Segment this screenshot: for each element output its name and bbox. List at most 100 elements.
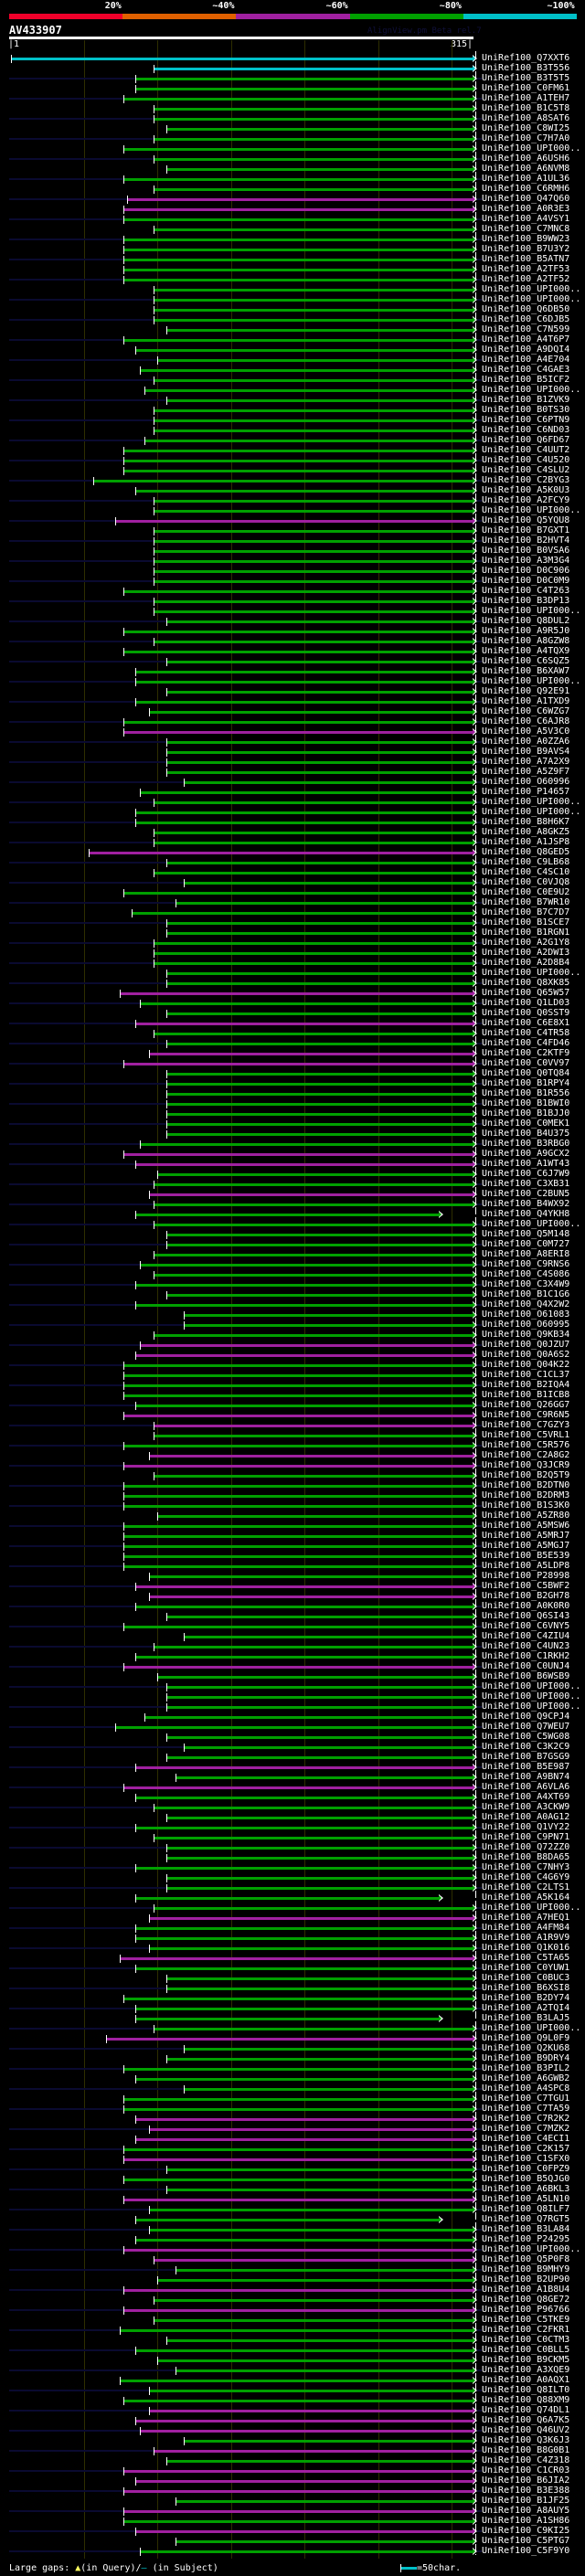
hit-label[interactable]: UniRef100_B6XSI8 — [482, 1983, 570, 1993]
hit-label[interactable]: UniRef100_C2K157 — [482, 2144, 570, 2154]
hit-label[interactable]: UniRef100_B6XAW7 — [482, 666, 570, 676]
hit-label[interactable]: UniRef100_B1C1G6 — [482, 1289, 570, 1299]
hit-label[interactable]: UniRef100_A5MRJ7 — [482, 1531, 570, 1541]
hit-label[interactable]: UniRef100_C7TGU1 — [482, 2094, 570, 2104]
hit-label[interactable]: UniRef100_C2BYG3 — [482, 475, 570, 485]
hit-label[interactable]: UniRef100_Q26GG7 — [482, 1400, 570, 1410]
hit-label[interactable]: UniRef100_Q47Q60 — [482, 194, 570, 204]
hit-label[interactable]: UniRef100_D0C0M9 — [482, 576, 570, 586]
hit-label[interactable]: UniRef100_C7NHY3 — [482, 1862, 570, 1872]
hit-label[interactable]: UniRef100_UPI000.. — [482, 807, 581, 817]
hit-label[interactable]: UniRef100_B2HVT4 — [482, 535, 570, 546]
hit-label[interactable]: UniRef100_B7GSG9 — [482, 1752, 570, 1762]
hit-label[interactable]: UniRef100_Q8ILF7 — [482, 2204, 570, 2214]
hit-label[interactable]: UniRef100_C5BWF2 — [482, 1581, 570, 1591]
hit-label[interactable]: UniRef100_D0C906 — [482, 566, 570, 576]
hit-label[interactable]: UniRef100_A8GKZ5 — [482, 827, 570, 837]
hit-label[interactable]: UniRef100_C4ECI1 — [482, 2134, 570, 2144]
hit-label[interactable]: UniRef100_C4T263 — [482, 586, 570, 596]
hit-label[interactable]: UniRef100_A0AQX1 — [482, 2375, 570, 2385]
hit-label[interactable]: UniRef100_B7GXT1 — [482, 525, 570, 535]
hit-label[interactable]: UniRef100_C1RKH2 — [482, 1651, 570, 1661]
hit-label[interactable]: UniRef100_C0CTM3 — [482, 2335, 570, 2345]
hit-label[interactable]: UniRef100_A8GZW8 — [482, 636, 570, 646]
hit-label[interactable]: UniRef100_Q7RGT5 — [482, 2214, 570, 2224]
hit-label[interactable]: UniRef100_B7WR10 — [482, 897, 570, 907]
hit-label[interactable]: UniRef100_Q2KU68 — [482, 2043, 570, 2053]
hit-label[interactable]: UniRef100_A1SH86 — [482, 2516, 570, 2526]
hit-label[interactable]: UniRef100_C9LB68 — [482, 857, 570, 867]
hit-label[interactable]: UniRef100_C7MNC8 — [482, 224, 570, 234]
hit-label[interactable]: UniRef100_B1R556 — [482, 1088, 570, 1098]
hit-label[interactable]: UniRef100_C4UUT2 — [482, 445, 570, 455]
hit-label[interactable]: UniRef100_B6JIA2 — [482, 2475, 570, 2486]
hit-label[interactable]: UniRef100_C7TA59 — [482, 2104, 570, 2114]
hit-label[interactable]: UniRef100_C4G6Y9 — [482, 1872, 570, 1882]
hit-label[interactable]: UniRef100_B9AVS4 — [482, 747, 570, 757]
hit-label[interactable]: UniRef100_C4TR58 — [482, 1028, 570, 1038]
hit-label[interactable]: UniRef100_Q9CPJ4 — [482, 1712, 570, 1722]
hit-label[interactable]: UniRef100_B1SCE7 — [482, 917, 570, 928]
hit-label[interactable]: UniRef100_A1TXD9 — [482, 696, 570, 706]
hit-label[interactable]: UniRef100_B9WW23 — [482, 234, 570, 244]
hit-label[interactable]: UniRef100_UPI000.. — [482, 606, 581, 616]
hit-label[interactable]: UniRef100_B2IQA4 — [482, 1380, 570, 1390]
hit-label[interactable]: UniRef100_O61083 — [482, 1309, 570, 1320]
hit-label[interactable]: UniRef100_A0R3E3 — [482, 204, 570, 214]
hit-label[interactable]: UniRef100_C2FKR1 — [482, 2325, 570, 2335]
hit-label[interactable]: UniRef100_Q8DUL2 — [482, 616, 570, 626]
hit-label[interactable]: UniRef100_O60995 — [482, 1320, 570, 1330]
hit-label[interactable]: UniRef100_Q1LD03 — [482, 998, 570, 1008]
hit-label[interactable]: UniRef100_A1TEH7 — [482, 93, 570, 103]
hit-label[interactable]: UniRef100_B1BWI0 — [482, 1098, 570, 1108]
hit-label[interactable]: UniRef100_A9R5J0 — [482, 626, 570, 636]
hit-label[interactable]: UniRef100_C5PTG7 — [482, 2536, 570, 2546]
hit-label[interactable]: UniRef100_A5Z9F7 — [482, 767, 570, 777]
hit-label[interactable]: UniRef100_UPI000.. — [482, 968, 581, 978]
hit-label[interactable]: UniRef100_UPI000.. — [482, 1681, 581, 1691]
hit-label[interactable]: UniRef100_A0K0R0 — [482, 1601, 570, 1611]
hit-label[interactable]: UniRef100_B8DA65 — [482, 1852, 570, 1862]
hit-label[interactable]: UniRef100_B1RGN1 — [482, 928, 570, 938]
hit-label[interactable]: UniRef100_C7MZK2 — [482, 2124, 570, 2134]
hit-label[interactable]: UniRef100_C0BUC3 — [482, 1973, 570, 1983]
hit-label[interactable]: UniRef100_P24295 — [482, 2234, 570, 2244]
hit-label[interactable]: UniRef100_B1BJJ0 — [482, 1108, 570, 1118]
hit-label[interactable]: UniRef100_C6PTN9 — [482, 415, 570, 425]
hit-label[interactable]: UniRef100_C3K2C9 — [482, 1742, 570, 1752]
hit-label[interactable]: UniRef100_Q65W57 — [482, 988, 570, 998]
hit-label[interactable]: UniRef100_B6WSB9 — [482, 1671, 570, 1681]
hit-label[interactable]: UniRef100_B5ATN7 — [482, 254, 570, 264]
hit-label[interactable]: UniRef100_C2LTS1 — [482, 1882, 570, 1892]
hit-label[interactable]: UniRef100_B2GH78 — [482, 1591, 570, 1601]
hit-label[interactable]: UniRef100_C3XB31 — [482, 1179, 570, 1189]
hit-label[interactable]: UniRef100_C4Z318 — [482, 2455, 570, 2465]
hit-label[interactable]: UniRef100_C9R6N5 — [482, 1410, 570, 1420]
hit-label[interactable]: UniRef100_UPI000.. — [482, 797, 581, 807]
hit-label[interactable]: UniRef100_Q6A7K5 — [482, 2415, 570, 2425]
hit-label[interactable]: UniRef100_C4SLU2 — [482, 465, 570, 475]
hit-label[interactable]: UniRef100_Q3JCR9 — [482, 1460, 570, 1470]
hit-label[interactable]: UniRef100_Q8XK85 — [482, 978, 570, 988]
hit-label[interactable]: UniRef100_B1ICB8 — [482, 1390, 570, 1400]
hit-label[interactable]: UniRef100_UPI000.. — [482, 1219, 581, 1229]
hit-label[interactable]: UniRef100_Q0SST9 — [482, 1008, 570, 1018]
hit-label[interactable]: UniRef100_UPI000.. — [482, 294, 581, 304]
hit-label[interactable]: UniRef100_B0VSA6 — [482, 546, 570, 556]
hit-label[interactable]: UniRef100_B5E539 — [482, 1551, 570, 1561]
hit-label[interactable]: UniRef100_B3LAJ5 — [482, 2013, 570, 2023]
hit-label[interactable]: UniRef100_Q5P0F8 — [482, 2254, 570, 2264]
hit-label[interactable]: UniRef100_P14657 — [482, 787, 570, 797]
hit-label[interactable]: UniRef100_Q04K22 — [482, 1360, 570, 1370]
hit-label[interactable]: UniRef100_A4FM84 — [482, 1923, 570, 1933]
hit-label[interactable]: UniRef100_C5F9Y0 — [482, 2546, 570, 2556]
hit-label[interactable]: UniRef100_Q5YQU8 — [482, 515, 570, 525]
hit-label[interactable]: UniRef100_B0TS30 — [482, 405, 570, 415]
hit-label[interactable]: UniRef100_Q74DL1 — [482, 2405, 570, 2415]
hit-label[interactable]: UniRef100_C6DJB5 — [482, 314, 570, 324]
hit-label[interactable]: UniRef100_C4UN23 — [482, 1641, 570, 1651]
hit-label[interactable]: UniRef100_A5MSW6 — [482, 1521, 570, 1531]
hit-label[interactable]: UniRef100_C0FPZ9 — [482, 2164, 570, 2174]
hit-label[interactable]: UniRef100_Q9KB34 — [482, 1330, 570, 1340]
hit-label[interactable]: UniRef100_A7HEQ1 — [482, 1913, 570, 1923]
